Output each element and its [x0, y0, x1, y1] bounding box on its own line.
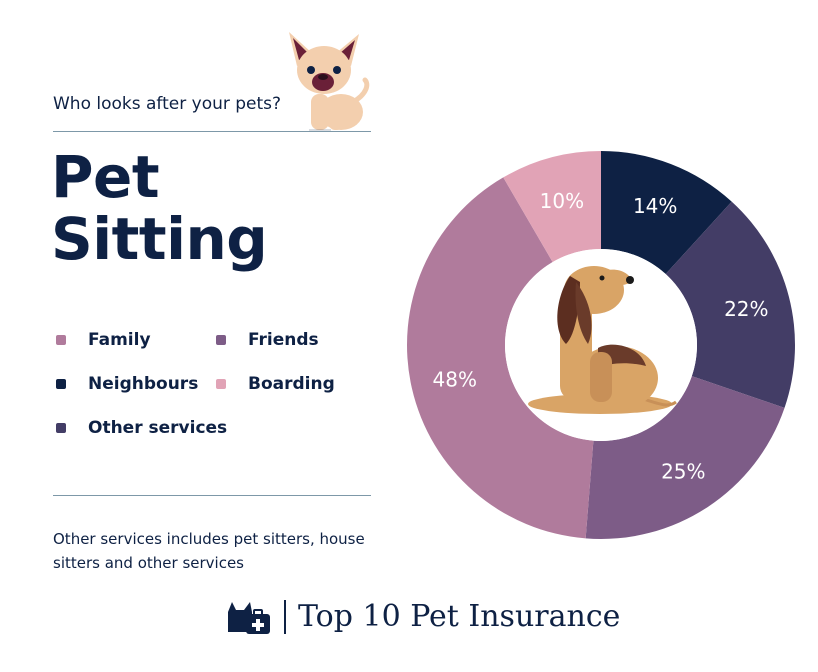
- donut-slice-neighbours: [601, 151, 732, 275]
- donut-hole: [505, 249, 697, 441]
- legend-swatch-neighbours: [56, 379, 66, 389]
- divider-bottom: [53, 495, 371, 496]
- legend-swatch-other-services: [56, 423, 66, 433]
- slice-label-other-services: 22%: [724, 297, 768, 321]
- slice-label-friends: 25%: [661, 459, 705, 483]
- legend-item-neighbours: Neighbours: [56, 374, 198, 394]
- footnote: Other services includes pet sitters, hou…: [53, 530, 365, 572]
- divider-top: [53, 131, 371, 132]
- page-title: Pet Sitting: [51, 143, 268, 273]
- legend-item-friends: Friends: [216, 330, 319, 350]
- brand-name: Top 10 Pet Insurance: [284, 600, 620, 634]
- legend-swatch-friends: [216, 335, 226, 345]
- legend-swatch-family: [56, 335, 66, 345]
- dog-icon: [528, 266, 677, 414]
- slice-label-boarding: 10%: [540, 189, 584, 213]
- legend-item-boarding: Boarding: [216, 374, 335, 394]
- slice-label-family: 48%: [433, 367, 477, 391]
- title-line-2: Sitting: [51, 205, 268, 273]
- slice-label-neighbours: 14%: [633, 194, 677, 218]
- donut-slice-friends: [585, 376, 785, 539]
- legend-label-other-services: Other services: [88, 418, 228, 438]
- legend-item-other-services: Other services: [56, 418, 227, 438]
- legend-swatch-boarding: [216, 379, 226, 389]
- chihuahua-icon: [289, 32, 370, 131]
- donut-slice-family: [407, 177, 594, 539]
- footer: Top 10 Pet Insurance: [224, 598, 620, 636]
- subtitle: Who looks after your pets?: [53, 94, 282, 114]
- legend-label-boarding: Boarding: [248, 374, 335, 394]
- legend-item-family: Family: [56, 330, 151, 350]
- title-line-1: Pet: [51, 143, 160, 211]
- legend-label-neighbours: Neighbours: [88, 374, 199, 394]
- logo-icon: [228, 602, 270, 634]
- legend-label-friends: Friends: [248, 330, 319, 350]
- legend-label-family: Family: [88, 330, 151, 350]
- donut-slice-other-services: [665, 201, 795, 408]
- donut-slice-boarding: [503, 151, 601, 263]
